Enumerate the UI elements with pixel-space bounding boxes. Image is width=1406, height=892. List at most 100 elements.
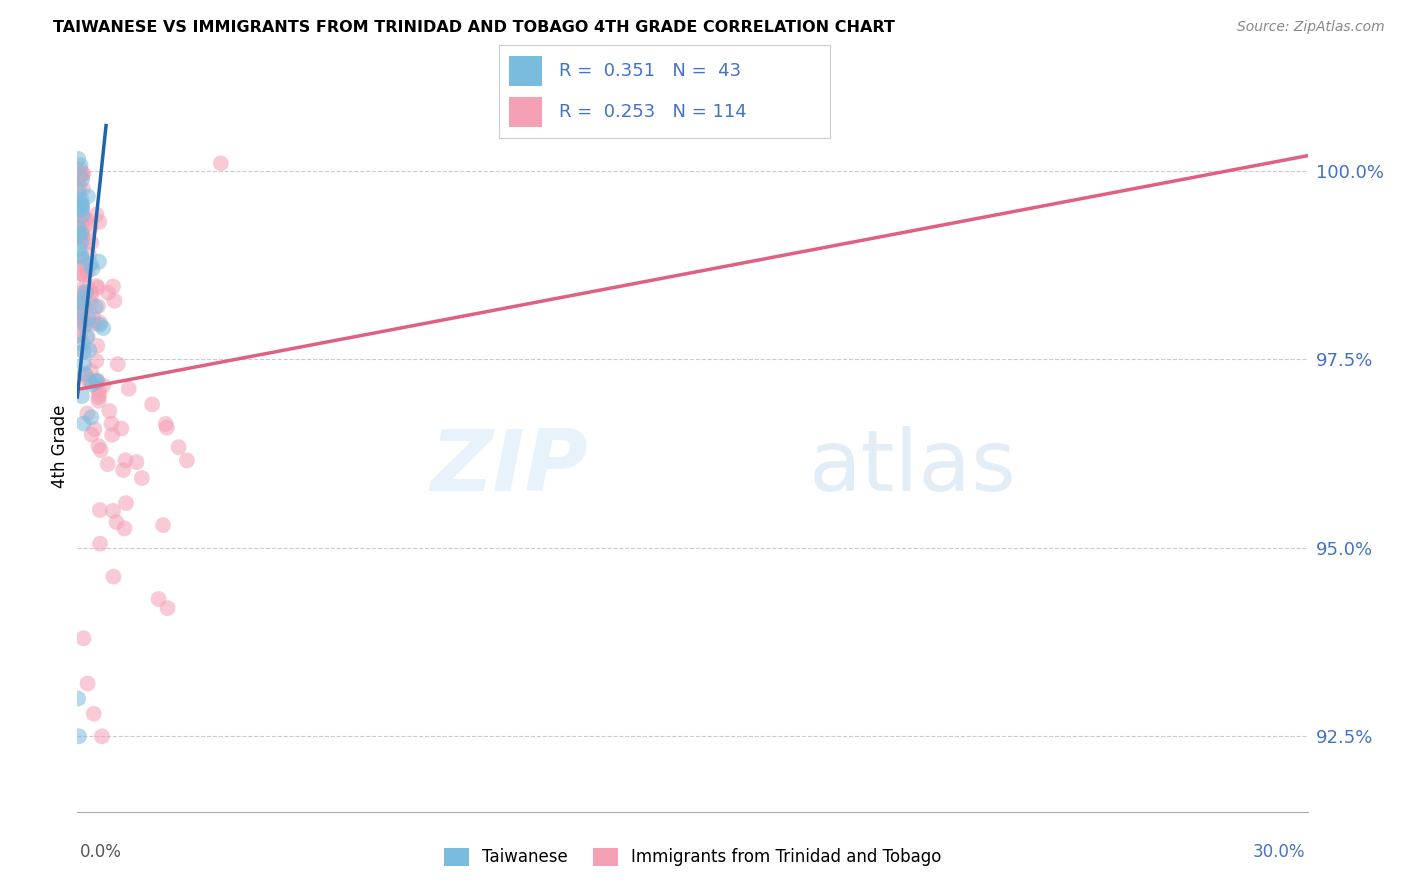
Point — [79, 220, 101, 235]
Point — [72, 417, 94, 431]
Point — [67, 213, 90, 227]
Point — [209, 156, 232, 170]
Point — [76, 676, 98, 690]
Point — [98, 404, 121, 418]
Point — [72, 268, 94, 283]
Point — [82, 310, 104, 324]
Point — [67, 691, 90, 706]
Point — [70, 235, 93, 249]
Point — [152, 518, 174, 533]
Point — [87, 254, 110, 268]
Point — [105, 515, 128, 529]
Point — [70, 202, 93, 216]
Point — [107, 357, 129, 371]
Point — [67, 202, 90, 216]
Point — [69, 211, 91, 225]
Point — [70, 167, 93, 181]
Point — [84, 316, 107, 330]
Point — [89, 316, 111, 330]
Point — [69, 224, 91, 238]
Point — [70, 198, 93, 212]
Point — [70, 267, 93, 281]
Point — [89, 318, 111, 332]
Text: R =  0.253   N = 114: R = 0.253 N = 114 — [558, 103, 747, 121]
Point — [72, 296, 94, 310]
Point — [86, 374, 108, 388]
Point — [87, 281, 110, 295]
Point — [72, 229, 94, 244]
Point — [72, 290, 94, 304]
Point — [77, 375, 100, 389]
Point — [72, 201, 94, 215]
Point — [80, 286, 103, 301]
Point — [70, 309, 93, 323]
Point — [67, 729, 90, 743]
Point — [77, 248, 100, 262]
Point — [87, 299, 110, 313]
Point — [112, 463, 135, 477]
Point — [69, 158, 91, 172]
Point — [75, 314, 97, 328]
Point — [69, 230, 91, 244]
Point — [97, 457, 120, 471]
Point — [89, 215, 111, 229]
Point — [90, 443, 112, 458]
Y-axis label: 4th Grade: 4th Grade — [51, 404, 69, 488]
Point — [73, 219, 96, 234]
Point — [77, 282, 100, 296]
Point — [67, 301, 90, 315]
Bar — [509, 97, 543, 127]
Point — [70, 193, 93, 207]
Text: 30.0%: 30.0% — [1253, 843, 1305, 861]
Point — [97, 285, 120, 300]
Point — [76, 264, 98, 278]
Point — [83, 422, 105, 436]
Point — [67, 169, 90, 183]
Point — [70, 285, 93, 300]
Point — [67, 204, 90, 219]
Point — [114, 453, 136, 467]
Point — [72, 314, 94, 328]
Point — [75, 285, 97, 299]
Point — [77, 189, 100, 203]
Point — [72, 182, 94, 196]
Point — [84, 375, 107, 389]
Point — [70, 251, 93, 265]
Point — [70, 215, 93, 229]
Point — [67, 184, 90, 198]
Point — [72, 167, 94, 181]
Point — [156, 601, 179, 615]
Point — [70, 389, 93, 403]
Point — [131, 471, 153, 485]
Point — [73, 344, 96, 359]
Point — [80, 295, 103, 310]
Text: 0.0%: 0.0% — [80, 843, 122, 861]
Point — [70, 197, 93, 211]
Point — [87, 390, 110, 404]
Point — [89, 503, 111, 517]
Point — [84, 300, 107, 314]
Point — [69, 301, 91, 315]
Point — [72, 344, 94, 359]
Point — [91, 378, 114, 392]
Point — [72, 632, 94, 646]
Point — [86, 279, 108, 293]
Point — [100, 417, 122, 431]
Point — [155, 417, 177, 431]
Point — [103, 293, 125, 308]
Point — [87, 439, 110, 453]
Point — [110, 421, 132, 435]
Point — [69, 196, 91, 211]
Point — [80, 235, 103, 250]
Point — [70, 249, 93, 263]
Point — [70, 227, 93, 241]
Point — [73, 234, 96, 248]
Point — [72, 289, 94, 303]
Point — [70, 172, 93, 186]
Point — [69, 162, 91, 177]
Text: ZIP: ZIP — [430, 426, 588, 509]
Point — [69, 328, 91, 343]
Point — [72, 210, 94, 224]
Point — [67, 313, 90, 327]
Point — [87, 384, 110, 398]
